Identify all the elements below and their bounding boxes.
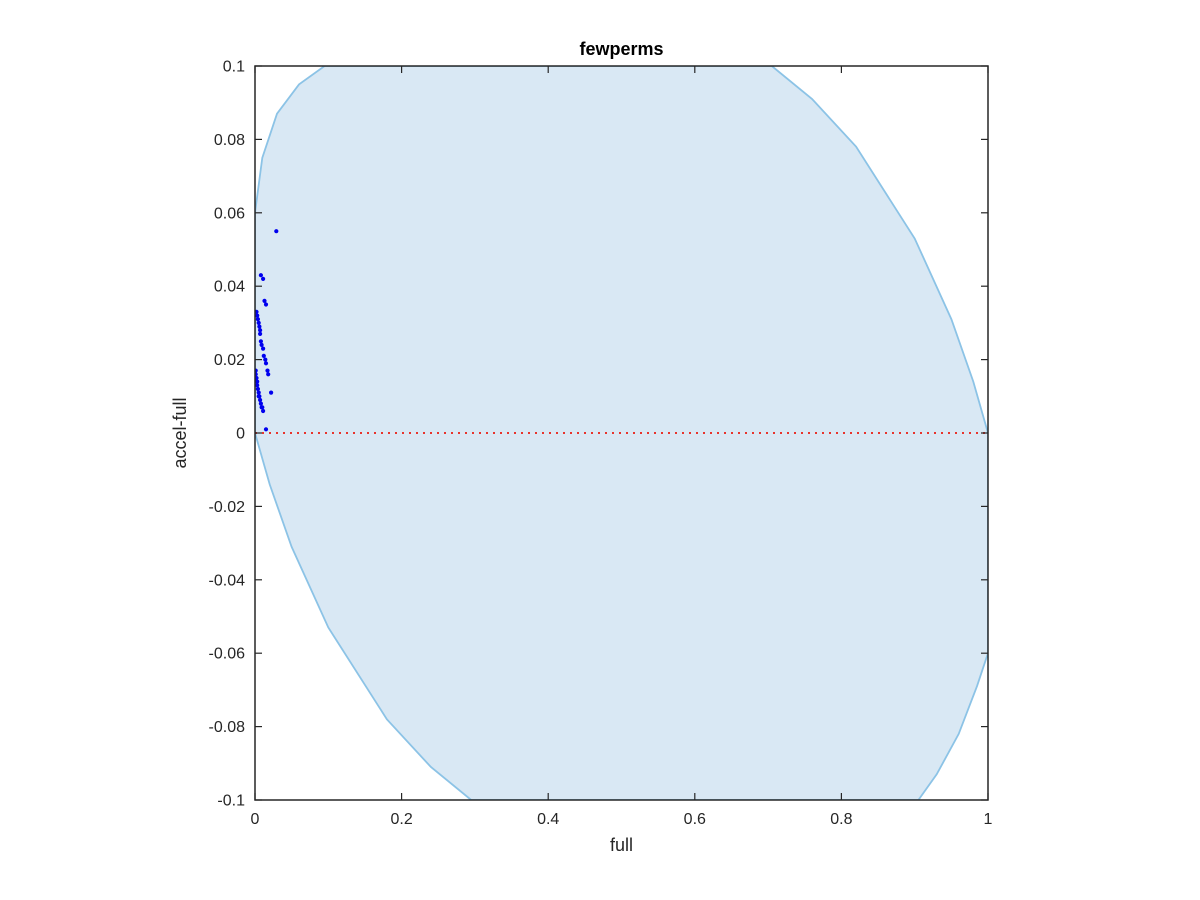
- scatter-point: [265, 368, 270, 373]
- scatter-point: [261, 346, 266, 351]
- y-tick-label: 0.02: [214, 352, 245, 369]
- y-tick-label: 0.04: [214, 279, 245, 296]
- y-tick-label: 0.06: [214, 205, 245, 222]
- scatter-point: [255, 313, 260, 318]
- y-axis-label: accel-full: [170, 397, 190, 468]
- scatter-point: [263, 302, 269, 307]
- x-tick-label: 1: [984, 811, 993, 828]
- axes-box: [254, 65, 989, 801]
- scatter-point: [263, 361, 269, 366]
- scatter-point: [258, 401, 263, 406]
- shaded-region: [255, 66, 988, 800]
- scatter-point: [261, 408, 266, 414]
- y-tick-label: -0.1: [217, 793, 245, 810]
- scatter-point: [255, 379, 260, 384]
- scatter-point: [258, 331, 263, 336]
- y-tick-label: -0.08: [209, 719, 246, 736]
- x-tick-label: 0: [251, 811, 260, 828]
- scatter-point: [255, 317, 260, 322]
- scatter-point: [257, 324, 262, 329]
- scatter-point: [274, 229, 279, 234]
- y-tick-label: 0: [236, 426, 245, 443]
- y-tick-label: -0.04: [209, 572, 246, 589]
- x-axis-label: full: [610, 835, 633, 855]
- scatter-point: [255, 386, 260, 392]
- x-tick-label: 0.8: [830, 811, 852, 828]
- scatter-point: [257, 394, 262, 399]
- plot-area: [255, 66, 988, 800]
- scatter-point: [255, 383, 260, 388]
- y-tick-label: 0.1: [223, 59, 245, 76]
- scatter-point: [258, 273, 263, 278]
- scatter-point: [256, 390, 261, 395]
- y-tick-label: -0.06: [209, 646, 246, 663]
- scatter-point: [258, 328, 263, 333]
- scatter-point: [260, 405, 265, 410]
- x-tick-label: 0.4: [537, 811, 559, 828]
- scatter-point: [262, 298, 267, 303]
- scatter-point: [269, 390, 274, 395]
- x-tick-label: 0.2: [390, 811, 412, 828]
- scatter-point: [258, 339, 263, 344]
- scatter-point: [263, 357, 268, 362]
- scatter-point: [266, 372, 271, 377]
- scatter-point: [255, 375, 259, 381]
- chart-title: fewperms: [579, 39, 663, 59]
- y-tick-label: 0.08: [214, 132, 245, 149]
- scatter-point: [259, 342, 264, 347]
- scatter-point: [261, 276, 266, 281]
- x-tick-label: 0.6: [684, 811, 706, 828]
- y-tick-label: -0.02: [209, 499, 246, 516]
- scatter-point: [256, 320, 261, 325]
- scatter-point: [263, 427, 269, 432]
- scatter-point: [261, 353, 266, 358]
- scatter-point: [255, 309, 259, 314]
- scatter-point: [258, 397, 263, 403]
